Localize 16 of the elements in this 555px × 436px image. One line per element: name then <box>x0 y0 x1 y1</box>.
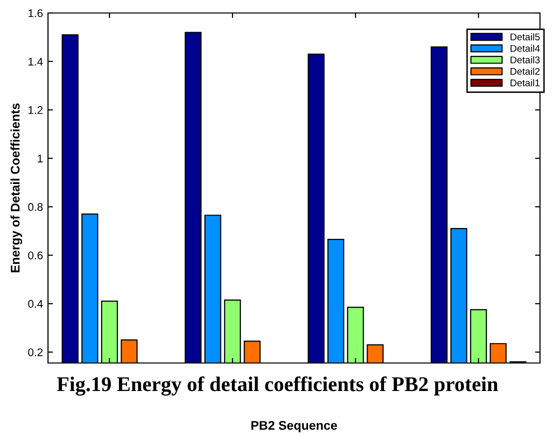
y-tick-label: 1.2 <box>28 106 43 114</box>
y-tick-label: 0.8 <box>28 203 43 211</box>
y-tick-label: 0.4 <box>28 300 43 308</box>
y-tick-label: 0.6 <box>28 251 43 260</box>
caption: Fig.19 Energy of detail coefficients of PB2 protein <box>57 376 498 396</box>
y-axis-title: Energy of Detail Coefficients <box>10 103 22 272</box>
y-tick-label: 1 <box>38 154 43 162</box>
y-tick-label: 1.4 <box>28 58 43 66</box>
x-axis-title: PB2 Sequence <box>251 420 337 432</box>
legend-label: Detail5 <box>510 33 540 40</box>
y-tick-label: 0.2 <box>28 348 43 356</box>
legend-label: Detail2 <box>510 68 540 75</box>
legend-label: Detail1 <box>510 79 540 86</box>
legend-label: Detail4 <box>510 44 540 52</box>
y-tick-label: 1.6 <box>28 9 43 18</box>
legend-label: Detail3 <box>510 56 540 64</box>
